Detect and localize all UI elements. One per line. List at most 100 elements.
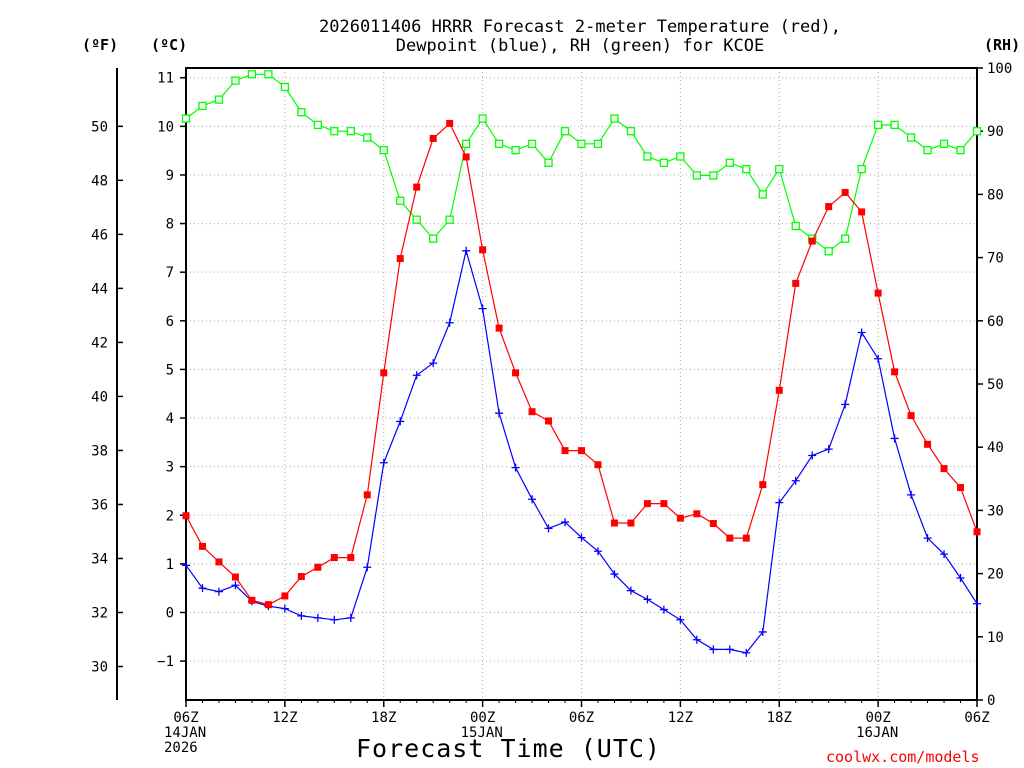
dewpoint-point <box>742 648 751 657</box>
celsius-tick-label: 6 <box>166 314 174 330</box>
rh-tick-label: 90 <box>987 124 1004 140</box>
temperature-point <box>479 246 487 254</box>
dewpoint-point <box>841 400 850 409</box>
rh-point <box>709 171 718 180</box>
temperature-point <box>281 592 289 600</box>
dewpoint-point <box>791 476 800 485</box>
fahrenheit-tick-label: 32 <box>91 605 108 621</box>
dewpoint-point <box>330 615 339 624</box>
fahrenheit-tick-label: 44 <box>91 281 108 297</box>
x-axis-title: Forecast Time (UTC) <box>356 734 661 763</box>
date-label: 14JAN 2026 <box>164 726 206 756</box>
rh-point <box>841 234 850 243</box>
fahrenheit-tick-label: 30 <box>91 660 108 676</box>
temperature-point <box>462 153 470 161</box>
rh-tick-label: 100 <box>987 61 1012 77</box>
dewpoint-point <box>214 587 223 596</box>
temperature-point <box>627 519 635 527</box>
celsius-tick-label: 1 <box>166 557 174 573</box>
dewpoint-point <box>610 570 619 579</box>
temperature-point <box>907 412 915 420</box>
rh-tick-label: 80 <box>987 187 1004 203</box>
dewpoint-point <box>725 645 734 654</box>
temperature-point <box>264 601 272 609</box>
x-tick-label: 12Z <box>668 710 693 726</box>
temperature-point <box>808 237 816 245</box>
fahrenheit-tick-label: 34 <box>91 551 108 567</box>
rh-point <box>247 70 257 79</box>
dewpoint-point <box>561 518 570 527</box>
rh-point <box>429 234 438 243</box>
dewpoint-point <box>511 463 520 472</box>
fahrenheit-tick-label: 46 <box>91 227 108 243</box>
rh-tick-label: 40 <box>987 440 1004 456</box>
celsius-unit-label: (ºC) <box>151 36 188 54</box>
fahrenheit-tick-label: 40 <box>91 389 108 405</box>
dewpoint-point <box>973 599 981 608</box>
dewpoint-point <box>709 645 718 654</box>
rh-point <box>972 127 982 136</box>
date-label-day: 16JAN <box>856 725 899 741</box>
dewpoint-point <box>363 563 372 572</box>
x-tick-label: 12Z <box>272 710 297 726</box>
temperature-point <box>429 134 437 142</box>
rh-point <box>742 164 751 174</box>
dewpoint-point <box>445 318 454 327</box>
rh-point <box>626 127 636 136</box>
rh-point <box>560 127 570 136</box>
temperature-point <box>512 369 520 377</box>
celsius-tick-label: 4 <box>166 411 174 427</box>
dewpoint-point <box>297 611 306 620</box>
rh-tick-label: 20 <box>987 567 1004 583</box>
temperature-point <box>858 208 866 216</box>
rh-point <box>198 101 207 111</box>
temperature-point <box>742 534 750 542</box>
date-label-day: 14JAN <box>164 725 207 741</box>
dewpoint-point <box>923 534 932 543</box>
dewpoint-point <box>758 627 767 636</box>
rh-point <box>725 158 734 167</box>
temperature-point <box>578 447 585 455</box>
axis-ticks: 06Z 12Z 18Z 00Z 06Z 12Z 18Z 00Z 06Z−101234567891… <box>91 61 1012 726</box>
temperature-point <box>775 386 783 394</box>
rh-point <box>214 95 224 104</box>
x-tick-label: 06Z <box>173 710 198 726</box>
temperature-point <box>841 188 849 196</box>
rh-point <box>956 146 965 155</box>
temperature-point <box>643 500 651 508</box>
rh-point <box>610 114 619 123</box>
temperature-point <box>215 558 223 566</box>
dewpoint-point <box>940 550 949 559</box>
dewpoint-point <box>182 561 190 570</box>
celsius-tick-label: 8 <box>166 217 174 233</box>
dewpoint-point <box>692 635 701 644</box>
rh-point <box>231 76 240 85</box>
date-label-day: 15JAN <box>460 725 503 741</box>
rh-point <box>775 164 784 174</box>
celsius-tick-label: 10 <box>157 119 174 135</box>
temperature-point <box>248 596 256 604</box>
dewpoint-point <box>890 434 899 443</box>
dewpoint-point <box>643 595 652 604</box>
temperature-point <box>726 534 734 542</box>
rh-point <box>297 108 306 117</box>
celsius-tick-label: 9 <box>166 168 174 184</box>
dewpoint-point <box>528 495 537 504</box>
dewpoint-point <box>874 354 883 363</box>
rh-unit-label: (RH) <box>984 36 1021 54</box>
temperature-point <box>874 289 882 297</box>
rh-point <box>791 221 800 231</box>
fahrenheit-tick-label: 48 <box>91 173 108 189</box>
rh-point <box>593 139 603 148</box>
rh-tick-label: 50 <box>987 377 1004 393</box>
dewpoint-point <box>956 573 965 582</box>
temperature-point <box>957 484 965 492</box>
temperature-point <box>891 368 899 376</box>
dewpoint-point <box>412 371 421 380</box>
x-tick-label: 06Z <box>569 710 594 726</box>
fahrenheit-tick-label: 36 <box>91 497 108 513</box>
dewpoint-point <box>396 417 405 426</box>
chart-title-line-1: 2026011406 HRRR Forecast 2-meter Tempera… <box>319 17 841 37</box>
temperature-point <box>347 554 355 562</box>
